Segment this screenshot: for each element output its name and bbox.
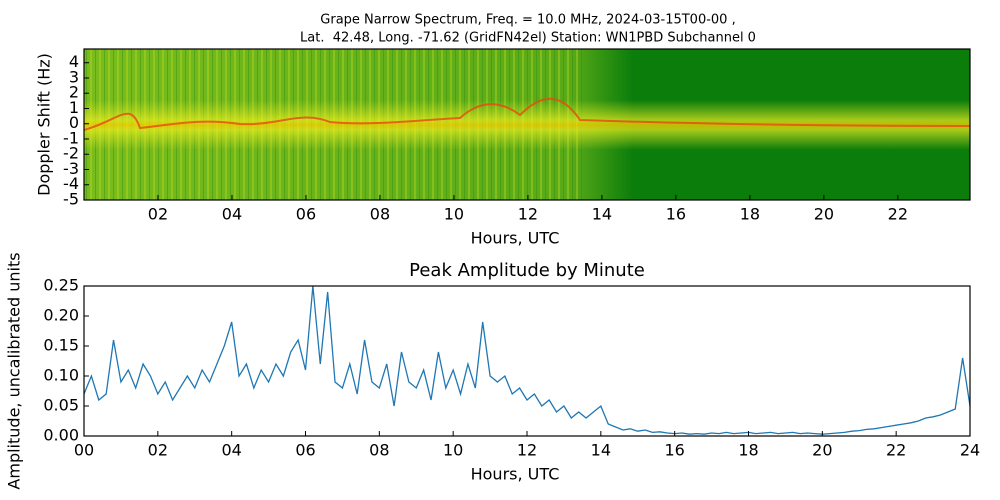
x-tick-label: 14 <box>591 441 611 460</box>
y-tick-label: 3 <box>69 67 79 86</box>
y-tick-label: 0.20 <box>43 306 79 325</box>
x-tick-label: 16 <box>666 205 686 224</box>
y-tick-label: 0 <box>69 113 79 132</box>
x-axis-label: Hours, UTC <box>471 465 560 484</box>
x-tick-label: 22 <box>888 205 908 224</box>
data-line <box>83 285 971 435</box>
x-tick-label: 12 <box>517 441 537 460</box>
x-tick-label: 22 <box>886 441 906 460</box>
x-tick-label: 16 <box>664 441 684 460</box>
x-tick-label: 18 <box>740 205 760 224</box>
x-tick-label: 14 <box>592 205 612 224</box>
x-tick-label: 10 <box>444 205 464 224</box>
x-tick-label: 12 <box>518 205 538 224</box>
x-tick-label: 02 <box>148 205 168 224</box>
x-axis-label: Hours, UTC <box>471 229 560 248</box>
x-tick-label: 08 <box>370 205 390 224</box>
y-tick-label: 0.10 <box>43 366 79 385</box>
x-tick-label: 20 <box>812 441 832 460</box>
x-tick-label: 04 <box>222 205 242 224</box>
y-axis-label: Doppler Shift (Hz) <box>35 53 54 196</box>
y-tick-label: -1 <box>63 128 79 147</box>
y-tick-label: -3 <box>63 159 79 178</box>
plot-frame <box>83 285 971 437</box>
x-tick-label: 04 <box>221 441 241 460</box>
chart-title: Grape Narrow Spectrum, Freq. = 10.0 MHz,… <box>320 13 735 28</box>
y-tick-label: 4 <box>69 52 79 71</box>
x-tick-label: 00 <box>74 441 94 460</box>
plot-frame <box>83 48 971 201</box>
y-axis-label: Amplitude, uncalibrated units <box>5 252 24 489</box>
y-tick-label: 0.15 <box>43 336 79 355</box>
x-tick-label: 06 <box>296 205 316 224</box>
y-tick-label: 0.05 <box>43 396 79 415</box>
x-tick-label: 24 <box>960 441 980 460</box>
y-tick-label: 1 <box>69 98 79 117</box>
x-tick-label: 08 <box>369 441 389 460</box>
y-tick-label: 2 <box>69 83 79 102</box>
x-tick-label: 10 <box>443 441 463 460</box>
y-tick-label: 0.00 <box>43 426 79 445</box>
y-tick-label: -2 <box>63 144 79 163</box>
y-tick-label: -4 <box>63 174 79 193</box>
spectrogram-image <box>83 49 971 200</box>
x-tick-label: 20 <box>814 205 834 224</box>
x-tick-label: 06 <box>295 441 315 460</box>
y-tick-label: 0.25 <box>43 276 79 295</box>
x-tick-label: 18 <box>738 441 758 460</box>
y-tick-label: -5 <box>63 190 79 209</box>
chart-title: Peak Amplitude by Minute <box>409 260 645 281</box>
x-tick-label: 02 <box>148 441 168 460</box>
chart-subtitle: Lat. 42.48, Long. -71.62 (GridFN42el) St… <box>300 31 756 46</box>
